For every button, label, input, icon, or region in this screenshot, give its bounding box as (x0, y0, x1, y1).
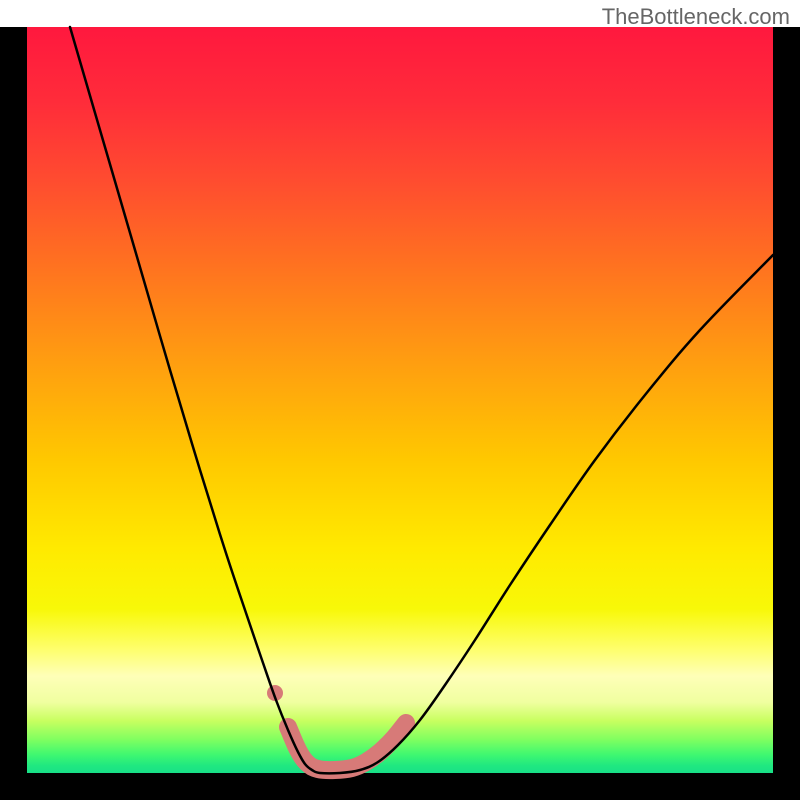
chart-container: TheBottleneck.com (0, 0, 800, 800)
bottleneck-chart (0, 0, 800, 800)
watermark-text: TheBottleneck.com (602, 4, 790, 30)
